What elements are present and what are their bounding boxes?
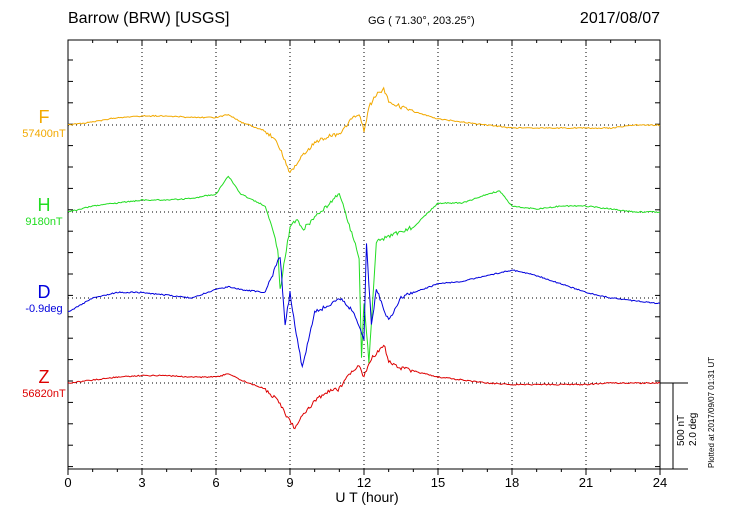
x-tick-label-18: 18 bbox=[505, 475, 519, 490]
series-line-h bbox=[67, 175, 661, 364]
component-name-z: Z bbox=[38, 367, 50, 387]
x-tick-label-21: 21 bbox=[579, 475, 593, 490]
scale-legend-deg: 2.0 deg bbox=[688, 412, 699, 446]
x-tick-label-6: 6 bbox=[212, 475, 219, 490]
component-name-d: D bbox=[37, 282, 51, 302]
station-title: Barrow (BRW) [USGS] bbox=[68, 10, 230, 27]
component-base-d: -0.9deg bbox=[25, 303, 63, 315]
station-coordinates: GG ( 71.30°, 203.25°) bbox=[368, 15, 475, 27]
x-tick-label-24: 24 bbox=[653, 475, 667, 490]
x-axis-title: U T (hour) bbox=[335, 489, 399, 505]
component-label-d: D -0.9deg bbox=[0, 282, 88, 316]
series-line-z bbox=[67, 344, 661, 430]
scale-legend: 500 nT 2.0 deg bbox=[676, 413, 700, 446]
plotted-timestamp: Plotted at 2017/09/07 01:31 UT bbox=[707, 356, 716, 468]
component-name-h: H bbox=[37, 195, 51, 215]
x-tick-label-3: 3 bbox=[138, 475, 145, 490]
component-name-f: F bbox=[38, 107, 50, 127]
component-label-z: Z 56820nT bbox=[0, 367, 88, 401]
component-label-f: F 57400nT bbox=[0, 107, 88, 141]
chart-date: 2017/08/07 bbox=[579, 10, 660, 27]
component-label-h: H 9180nT bbox=[0, 195, 88, 229]
series-line-d bbox=[68, 243, 661, 369]
component-base-z: 56820nT bbox=[22, 388, 66, 400]
x-tick-label-0: 0 bbox=[64, 475, 71, 490]
component-base-f: 57400nT bbox=[22, 128, 66, 140]
scale-legend-nt: 500 nT bbox=[676, 414, 687, 446]
x-tick-label-12: 12 bbox=[357, 475, 371, 490]
x-tick-label-15: 15 bbox=[431, 475, 445, 490]
x-tick-label-9: 9 bbox=[286, 475, 293, 490]
series-line-f bbox=[67, 86, 661, 174]
component-base-h: 9180nT bbox=[25, 216, 63, 228]
